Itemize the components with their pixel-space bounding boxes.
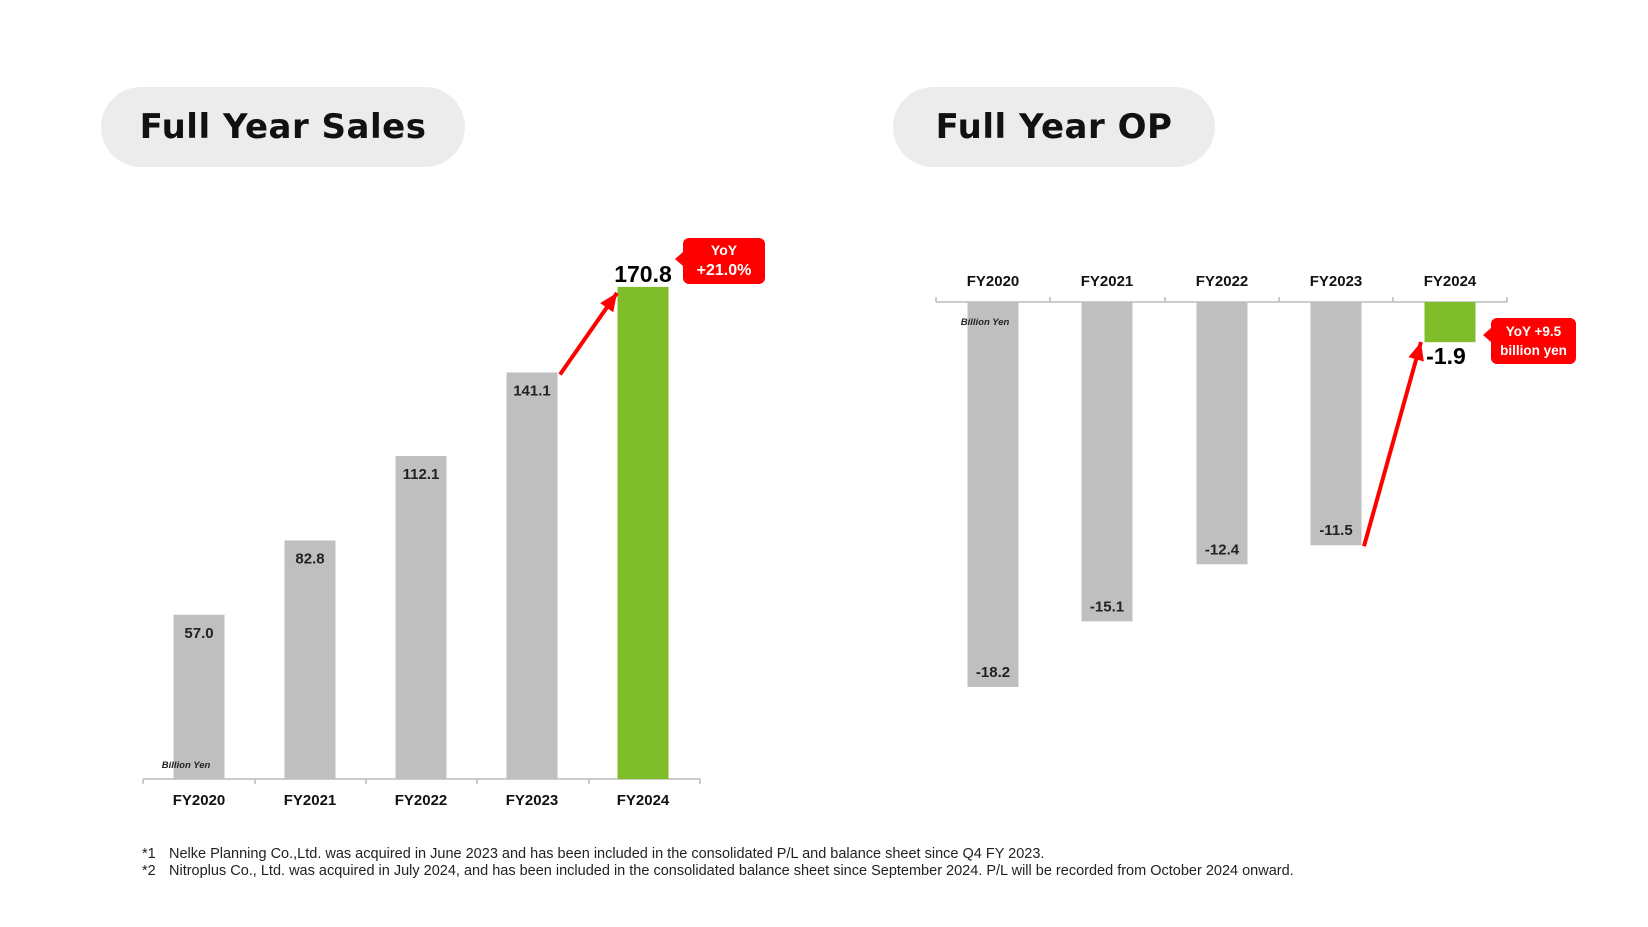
- x-tick-label: FY2024: [1424, 273, 1477, 290]
- sales-chart-title: Full Year Sales: [139, 107, 427, 147]
- callout-pointer: [1483, 328, 1491, 342]
- improvement-arrow-head: [1408, 342, 1424, 362]
- growth-arrow-head: [600, 292, 617, 313]
- data-label: -15.1: [1090, 598, 1124, 615]
- footnotes: *1 Nelke Planning Co.,Ltd. was acquired …: [142, 846, 1294, 880]
- x-tick-label: FY2020: [173, 792, 226, 809]
- callout-text: YoY +9.5: [1506, 324, 1562, 339]
- bar-fy2022: [395, 456, 447, 779]
- bar-fy2023: [1310, 302, 1362, 546]
- bar-fy2020: [967, 302, 1019, 687]
- footnote-text: Nitroplus Co., Ltd. was acquired in July…: [169, 863, 1294, 879]
- data-label: -1.9: [1426, 343, 1466, 369]
- x-tick-label: FY2024: [617, 792, 670, 809]
- data-label: 112.1: [403, 466, 440, 483]
- unit-label: Billion Yen: [162, 760, 211, 771]
- bar-fy2023: [506, 372, 558, 779]
- footnote-text: Nelke Planning Co.,Ltd. was acquired in …: [169, 846, 1045, 862]
- improvement-arrow-shaft: [1362, 341, 1423, 547]
- data-label: 82.8: [295, 550, 324, 567]
- callout-text: YoY: [711, 242, 738, 258]
- op-title-pill: Full Year OP: [893, 87, 1215, 167]
- footnote-1: *1 Nelke Planning Co.,Ltd. was acquired …: [142, 846, 1294, 863]
- x-tick-label: FY2021: [1081, 273, 1134, 290]
- unit-label: Billion Yen: [961, 317, 1010, 328]
- x-tick-label: FY2022: [1196, 273, 1249, 290]
- footnote-mark: *2: [142, 863, 156, 879]
- x-tick-label: FY2023: [1310, 273, 1363, 290]
- data-label: -12.4: [1205, 541, 1240, 558]
- callout-text: billion yen: [1500, 343, 1567, 358]
- footnote-mark: *1: [142, 846, 156, 862]
- x-tick-label: FY2023: [506, 792, 559, 809]
- op-chart-title: Full Year OP: [935, 107, 1173, 147]
- x-tick-label: FY2021: [284, 792, 337, 809]
- footnote-2: *2 Nitroplus Co., Ltd. was acquired in J…: [142, 863, 1294, 880]
- data-label: 170.8: [614, 261, 672, 287]
- data-label: 57.0: [184, 625, 213, 642]
- data-label: -11.5: [1319, 522, 1352, 539]
- sales-title-pill: Full Year Sales: [101, 87, 465, 167]
- bar-fy2024: [617, 286, 669, 779]
- data-label: -18.2: [976, 664, 1010, 681]
- data-label: 141.1: [513, 382, 551, 399]
- x-tick-label: FY2020: [967, 273, 1020, 290]
- bar-fy2022: [1196, 302, 1248, 565]
- callout-pointer: [675, 252, 683, 266]
- yoy-callout: [683, 238, 765, 284]
- bar-fy2021: [284, 540, 336, 779]
- x-tick-label: FY2022: [395, 792, 448, 809]
- callout-text: +21.0%: [697, 262, 752, 279]
- bar-fy2024: [1424, 302, 1476, 343]
- bar-fy2020: [173, 614, 225, 779]
- bar-fy2021: [1081, 302, 1133, 622]
- yoy-callout: [1491, 318, 1576, 364]
